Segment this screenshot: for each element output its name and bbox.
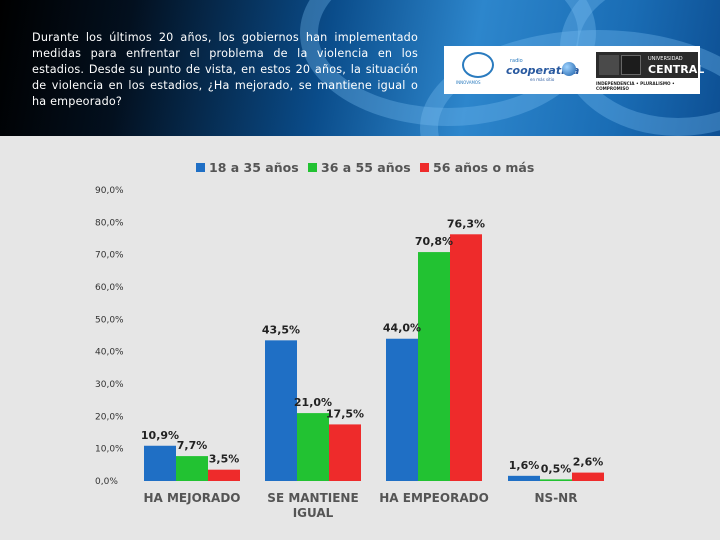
data-label: 10,9% xyxy=(141,429,179,442)
legend-label: 56 años o más xyxy=(433,160,534,175)
y-tick-label: 60,0% xyxy=(95,283,124,293)
data-label: 70,8% xyxy=(415,235,453,248)
y-tick-label: 50,0% xyxy=(95,315,124,325)
bar xyxy=(208,469,240,481)
data-label: 17,5% xyxy=(326,407,364,420)
innovamos-logo-text: INNOVAMOS xyxy=(456,80,481,85)
bar xyxy=(265,340,297,481)
bar xyxy=(297,413,329,481)
data-label: 21,0% xyxy=(294,396,332,409)
bar-chart: 18 a 35 años 36 a 55 años 56 años o más 0,… xyxy=(95,160,604,520)
emblem-icon xyxy=(621,55,641,75)
bar xyxy=(418,252,450,481)
data-label: 43,5% xyxy=(262,323,300,336)
bar xyxy=(329,424,361,481)
category-label: HA EMPEORADO xyxy=(379,491,489,505)
category-label: IGUAL xyxy=(293,506,334,520)
y-axis: 0,0% 10,0% 20,0% 30,0% 40,0% 50,0% 60,0% 70,0% 8… xyxy=(95,186,124,487)
y-tick-label: 20,0% xyxy=(95,412,124,422)
y-tick-label: 30,0% xyxy=(95,380,124,390)
universidad-central-logo: UNIVERSIDAD CENTRAL xyxy=(596,52,704,78)
globe-icon xyxy=(562,62,576,76)
legend-swatch xyxy=(420,163,429,172)
chart-legend: 18 a 35 años 36 a 55 años 56 años o más xyxy=(196,160,534,175)
legend-swatch xyxy=(308,163,317,172)
shield-icon xyxy=(599,55,619,75)
logo-strip: INNOVAMOS radio cooperativa en más sitio… xyxy=(444,46,704,94)
data-labels: 10,9% 43,5% 44,0% 1,6% 7,7% 21,0% 70,8% 0,5% 3,5… xyxy=(141,217,603,475)
uc-tagline: INDEPENDENCIA • PLURALISMO • COMPROMISO xyxy=(596,81,675,91)
cooperativa-logo-top: radio xyxy=(510,58,523,64)
innovamos-logo-icon xyxy=(462,52,494,78)
bar xyxy=(572,472,604,481)
category-label: NS-NR xyxy=(535,491,578,505)
data-label: 0,5% xyxy=(541,462,572,475)
data-label: 3,5% xyxy=(209,453,240,466)
data-label: 2,6% xyxy=(573,456,604,469)
header-banner: Durante los últimos 20 años, los gobiern… xyxy=(0,0,720,136)
bars xyxy=(144,234,604,481)
y-tick-label: 10,0% xyxy=(95,445,124,455)
survey-question: Durante los últimos 20 años, los gobiern… xyxy=(32,31,418,108)
cooperativa-logo-sub: en más sitio xyxy=(530,77,555,82)
y-tick-label: 40,0% xyxy=(95,348,124,358)
category-label: SE MANTIENE xyxy=(267,491,358,505)
data-label: 7,7% xyxy=(177,439,208,452)
data-label: 76,3% xyxy=(447,217,485,230)
y-tick-label: 90,0% xyxy=(95,186,124,196)
bar xyxy=(540,479,572,481)
bar xyxy=(176,456,208,481)
y-tick-label: 0,0% xyxy=(95,477,118,487)
legend-label: 36 a 55 años xyxy=(321,160,411,175)
y-tick-label: 70,0% xyxy=(95,251,124,261)
bar xyxy=(386,338,418,481)
legend-label: 18 a 35 años xyxy=(209,160,299,175)
data-label: 1,6% xyxy=(509,459,540,472)
category-label: HA MEJORADO xyxy=(143,491,240,505)
bar xyxy=(144,445,176,481)
data-label: 44,0% xyxy=(383,322,421,335)
uc-logo-line1: UNIVERSIDAD xyxy=(648,56,683,62)
bar xyxy=(450,234,482,481)
uc-logo-line2: CENTRAL xyxy=(648,63,705,76)
y-tick-label: 80,0% xyxy=(95,218,124,228)
cooperativa-logo-text: cooperativa xyxy=(506,64,580,77)
legend-swatch xyxy=(196,163,205,172)
bar xyxy=(508,475,540,481)
